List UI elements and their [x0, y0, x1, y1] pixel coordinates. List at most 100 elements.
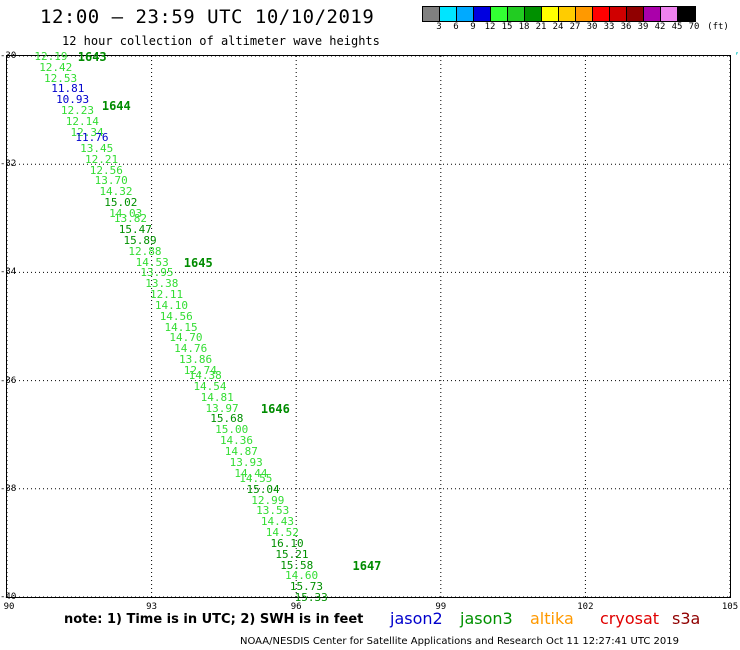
longitude-tick-label: 105	[721, 602, 739, 612]
color-swatch	[610, 7, 627, 21]
color-swatch	[559, 7, 576, 21]
color-scale-label: 42	[654, 22, 666, 32]
longitude-tick-label: 90	[3, 602, 15, 612]
legend-jason2: jason2	[390, 609, 443, 628]
wave-height-label: 12.23	[60, 104, 94, 118]
wave-height-label: 13.97	[205, 401, 239, 415]
wave-height-label: 14.36	[219, 434, 254, 448]
legend-cryosat: cryosat	[600, 609, 660, 628]
wave-height-label: 14.87	[224, 444, 258, 458]
wave-height-label: 15.02	[104, 196, 138, 210]
wave-height-label: 15.89	[123, 233, 157, 247]
wave-height-label: 14.56	[159, 309, 193, 323]
wave-height-label: 15.68	[210, 412, 244, 426]
latitude-tick-label: -34	[0, 267, 17, 278]
color-swatch	[593, 7, 610, 21]
time-label: 1647	[352, 558, 382, 573]
longitude-tick-label: 99	[435, 602, 447, 612]
color-swatch	[627, 7, 644, 21]
color-scale-label: 15	[501, 22, 513, 32]
time-label: 1644	[101, 98, 131, 113]
wave-height-label: 14.53	[135, 255, 169, 269]
wave-height-label: 15.73	[289, 580, 323, 594]
color-swatch	[525, 7, 542, 21]
map-subtitle: 12 hour collection of altimeter wave hei…	[62, 34, 380, 48]
edge-mark: ’	[734, 52, 740, 62]
wave-height-label: 14.55	[239, 471, 273, 485]
wave-height-label: 11.81	[51, 82, 85, 96]
wave-height-label: 15.33	[294, 591, 328, 604]
time-label: 1645	[183, 255, 213, 270]
color-scale-label: 33	[603, 22, 615, 32]
color-swatch	[508, 7, 525, 21]
time-label: 1646	[260, 401, 290, 416]
wave-height-label: 15.58	[280, 558, 314, 572]
wave-height-label: 12.21	[84, 152, 119, 166]
color-scale-label: 70	[688, 22, 700, 32]
color-swatch	[661, 7, 678, 21]
wave-height-label: 12.74	[183, 363, 217, 377]
latitude-tick-label: -32	[0, 159, 17, 170]
wave-height-label: 13.93	[229, 455, 263, 469]
wave-height-label: 12.14	[65, 114, 99, 128]
wave-height-label: 15.00	[215, 423, 249, 437]
longitude-tick-label: 96	[290, 602, 302, 612]
color-swatch	[491, 7, 508, 21]
map-plot-area	[6, 55, 731, 598]
color-scale-label: 45	[671, 22, 683, 32]
latitude-tick-label: -36	[0, 375, 17, 386]
latitude-tick-label: -38	[0, 483, 17, 494]
wave-height-label: 15.21	[275, 547, 309, 561]
color-scale-label: 6	[453, 22, 459, 32]
color-scale-label: 9	[470, 22, 476, 32]
map-title: 12:00 – 23:59 UTC 10/10/2019	[40, 6, 375, 28]
wave-height-label: 15.04	[246, 482, 280, 496]
color-swatch	[576, 7, 593, 21]
wave-height-label: 13.86	[178, 352, 213, 366]
wave-height-label: 13.95	[140, 266, 174, 280]
wave-height-label: 14.03	[109, 206, 143, 220]
wave-height-label: 15.47	[118, 223, 152, 237]
color-swatch	[474, 7, 491, 21]
wave-height-label: 14.70	[169, 331, 203, 345]
wave-height-label: 12.34	[70, 125, 104, 139]
wave-height-label: 12.56	[89, 163, 123, 177]
color-scale-labels: 3 6 9 12 15 18 21 24 27 30 33 36 39 42 45 70 (ft)	[422, 22, 740, 34]
color-swatch	[457, 7, 474, 21]
grid-lines	[7, 56, 730, 597]
wave-height-label: 12.53	[44, 71, 78, 85]
wave-height-label: 14.10	[154, 298, 188, 312]
time-label: 1643	[77, 50, 107, 64]
legend-s3a: s3a	[672, 609, 701, 628]
wave-height-label: 14.15	[164, 320, 198, 334]
wave-height-label: 14.76	[174, 342, 208, 356]
wave-height-label: 12.99	[251, 493, 285, 507]
color-scale-label: 27	[569, 22, 581, 32]
wave-height-label: 14.44	[234, 466, 268, 480]
wave-height-label: 16.10	[270, 536, 304, 550]
wave-height-label: 13.82	[113, 212, 148, 226]
footer-credit: NOAA/NESDIS Center for Satellite Applica…	[240, 636, 679, 647]
legend-altika: altika	[530, 609, 574, 628]
wave-height-label: 13.70	[94, 174, 128, 188]
color-scale-label: 18	[518, 22, 530, 32]
wave-height-label: 14.60	[285, 569, 319, 583]
color-swatch	[678, 7, 695, 21]
wave-height-label: 12.42	[39, 60, 73, 74]
latitude-tick-label: -30	[0, 51, 17, 61]
color-scale-label: 3	[436, 22, 442, 32]
wave-height-label: 14.54	[193, 380, 227, 393]
color-scale-label: 30	[586, 22, 598, 32]
wave-height-label: 12.88	[128, 244, 162, 258]
wave-height-label: 10.93	[56, 93, 90, 107]
wave-height-label: 14.38	[188, 369, 222, 383]
color-scale-label: 24	[552, 22, 564, 32]
color-scale-label: 12	[484, 22, 496, 32]
latitude-tick-label: -40	[0, 592, 17, 602]
wave-height-label: 13.38	[145, 277, 179, 291]
color-swatch	[644, 7, 661, 21]
wave-height-label: 14.32	[99, 185, 133, 199]
longitude-tick-label: 93	[146, 602, 158, 612]
color-scale-label: 36	[620, 22, 632, 32]
wave-height-label: 14.43	[260, 515, 295, 529]
